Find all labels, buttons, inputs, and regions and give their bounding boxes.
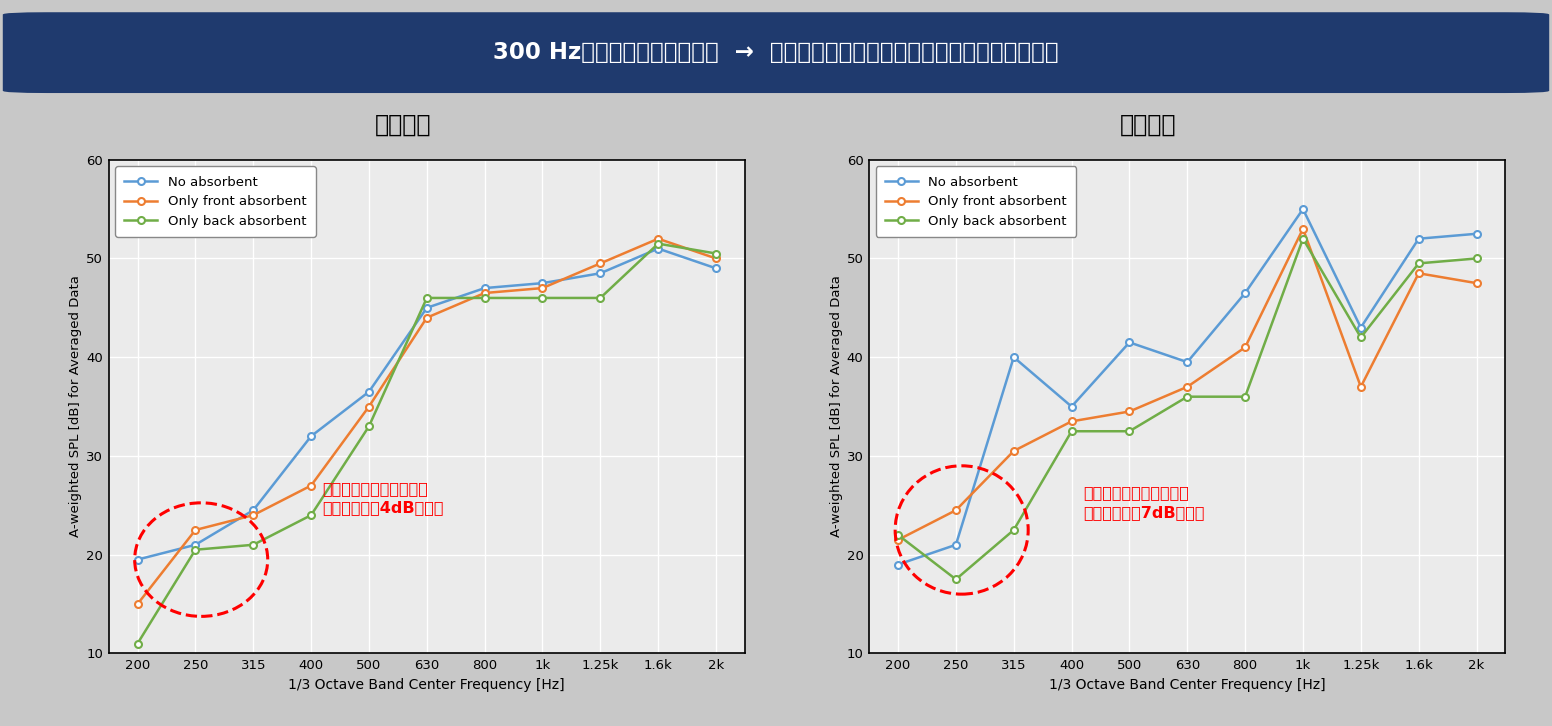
Legend: No absorbent, Only front absorbent, Only back absorbent: No absorbent, Only front absorbent, Only…	[875, 166, 1077, 237]
No absorbent	[1121, 338, 1139, 347]
Only front absorbent	[475, 289, 494, 298]
Only front absorbent	[947, 506, 965, 515]
Only back absorbent	[1352, 333, 1370, 342]
Only back absorbent	[1409, 259, 1428, 268]
Line: Only back absorbent: Only back absorbent	[133, 240, 720, 647]
Only back absorbent	[591, 293, 610, 302]
No absorbent	[244, 506, 262, 515]
Text: 実験結果: 実験結果	[376, 113, 431, 137]
Only back absorbent	[1121, 427, 1139, 436]
Only front absorbent	[1062, 417, 1080, 425]
Only back absorbent	[129, 639, 147, 648]
Line: Only back absorbent: Only back absorbent	[894, 235, 1481, 583]
Only back absorbent	[417, 293, 436, 302]
Legend: No absorbent, Only front absorbent, Only back absorbent: No absorbent, Only front absorbent, Only…	[115, 166, 317, 237]
Text: 計算結果: 計算結果	[1121, 113, 1176, 137]
Only front absorbent	[1409, 269, 1428, 277]
Only back absorbent	[1294, 234, 1313, 243]
Only back absorbent	[301, 511, 320, 520]
Y-axis label: A-weighted SPL [dB] for Averaged Data: A-weighted SPL [dB] for Averaged Data	[68, 276, 82, 537]
No absorbent	[1062, 402, 1080, 411]
Only front absorbent	[360, 402, 379, 411]
Only back absorbent	[889, 531, 908, 539]
Only front absorbent	[1352, 383, 1370, 391]
Only back absorbent	[534, 293, 553, 302]
Only back absorbent	[706, 249, 725, 258]
Only back absorbent	[1178, 392, 1197, 401]
Line: Only front absorbent: Only front absorbent	[133, 235, 720, 608]
Only back absorbent	[649, 240, 667, 248]
No absorbent	[475, 284, 494, 293]
No absorbent	[591, 269, 610, 277]
No absorbent	[1467, 229, 1485, 238]
Only front absorbent	[244, 511, 262, 520]
Only front absorbent	[889, 536, 908, 544]
No absorbent	[1409, 234, 1428, 243]
Only front absorbent	[591, 259, 610, 268]
Only front absorbent	[301, 481, 320, 490]
Only back absorbent	[1004, 526, 1023, 534]
Only back absorbent	[1467, 254, 1485, 263]
Only front absorbent	[534, 284, 553, 293]
Only back absorbent	[244, 540, 262, 549]
X-axis label: 1/3 Octave Band Center Frequency [Hz]: 1/3 Octave Band Center Frequency [Hz]	[289, 677, 565, 691]
Text: 300 Hz付近の傾向は概ね一致  →  解析モデルは対策検討における傾向把握に有用: 300 Hz付近の傾向は概ね一致 → 解析モデルは対策検討における傾向把握に有用	[494, 41, 1058, 64]
Line: Only front absorbent: Only front absorbent	[894, 225, 1481, 543]
Only back absorbent	[1235, 392, 1254, 401]
Text: 前部よりも後部の吸音材
設置の方が約4dBの効果: 前部よりも後部の吸音材 設置の方が約4dBの効果	[323, 481, 444, 515]
Only front absorbent	[186, 526, 205, 534]
No absorbent	[1004, 353, 1023, 362]
No absorbent	[706, 264, 725, 273]
No absorbent	[534, 279, 553, 287]
No absorbent	[1294, 205, 1313, 213]
Only back absorbent	[360, 422, 379, 431]
Only front absorbent	[1294, 224, 1313, 233]
No absorbent	[301, 432, 320, 441]
Only front absorbent	[1467, 279, 1485, 287]
Only front absorbent	[1235, 343, 1254, 351]
Line: No absorbent: No absorbent	[894, 205, 1481, 568]
No absorbent	[417, 303, 436, 312]
Only front absorbent	[1178, 383, 1197, 391]
No absorbent	[947, 540, 965, 549]
X-axis label: 1/3 Octave Band Center Frequency [Hz]: 1/3 Octave Band Center Frequency [Hz]	[1049, 677, 1325, 691]
FancyBboxPatch shape	[3, 12, 1549, 93]
No absorbent	[1235, 289, 1254, 298]
Only back absorbent	[947, 575, 965, 584]
No absorbent	[649, 244, 667, 253]
Only back absorbent	[186, 545, 205, 554]
Line: No absorbent: No absorbent	[133, 245, 720, 563]
No absorbent	[1178, 358, 1197, 367]
Only front absorbent	[649, 234, 667, 243]
Y-axis label: A-weighted SPL [dB] for Averaged Data: A-weighted SPL [dB] for Averaged Data	[829, 276, 843, 537]
Only back absorbent	[1062, 427, 1080, 436]
Only back absorbent	[475, 293, 494, 302]
Only front absorbent	[706, 254, 725, 263]
Only front absorbent	[417, 314, 436, 322]
Only front absorbent	[129, 600, 147, 608]
No absorbent	[889, 560, 908, 569]
No absorbent	[360, 388, 379, 396]
Only front absorbent	[1121, 407, 1139, 416]
Only front absorbent	[1004, 446, 1023, 455]
Text: 前部よりも後部の吸音材
設置の方が約7dBの効果: 前部よりも後部の吸音材 設置の方が約7dBの効果	[1083, 486, 1204, 521]
No absorbent	[1352, 323, 1370, 332]
No absorbent	[186, 540, 205, 549]
No absorbent	[129, 555, 147, 564]
